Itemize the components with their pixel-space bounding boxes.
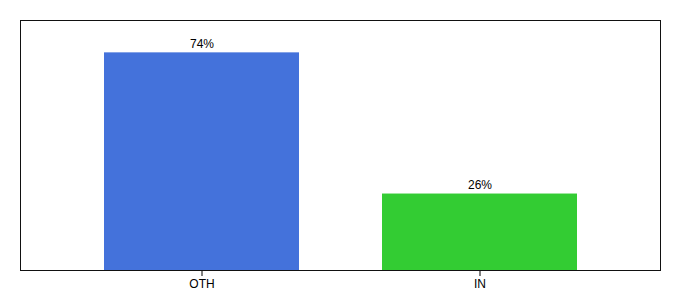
svg-text:26%: 26% (468, 178, 492, 192)
svg-text:OTH: OTH (189, 277, 214, 291)
svg-text:IN: IN (474, 277, 486, 291)
svg-text:74%: 74% (190, 37, 214, 51)
